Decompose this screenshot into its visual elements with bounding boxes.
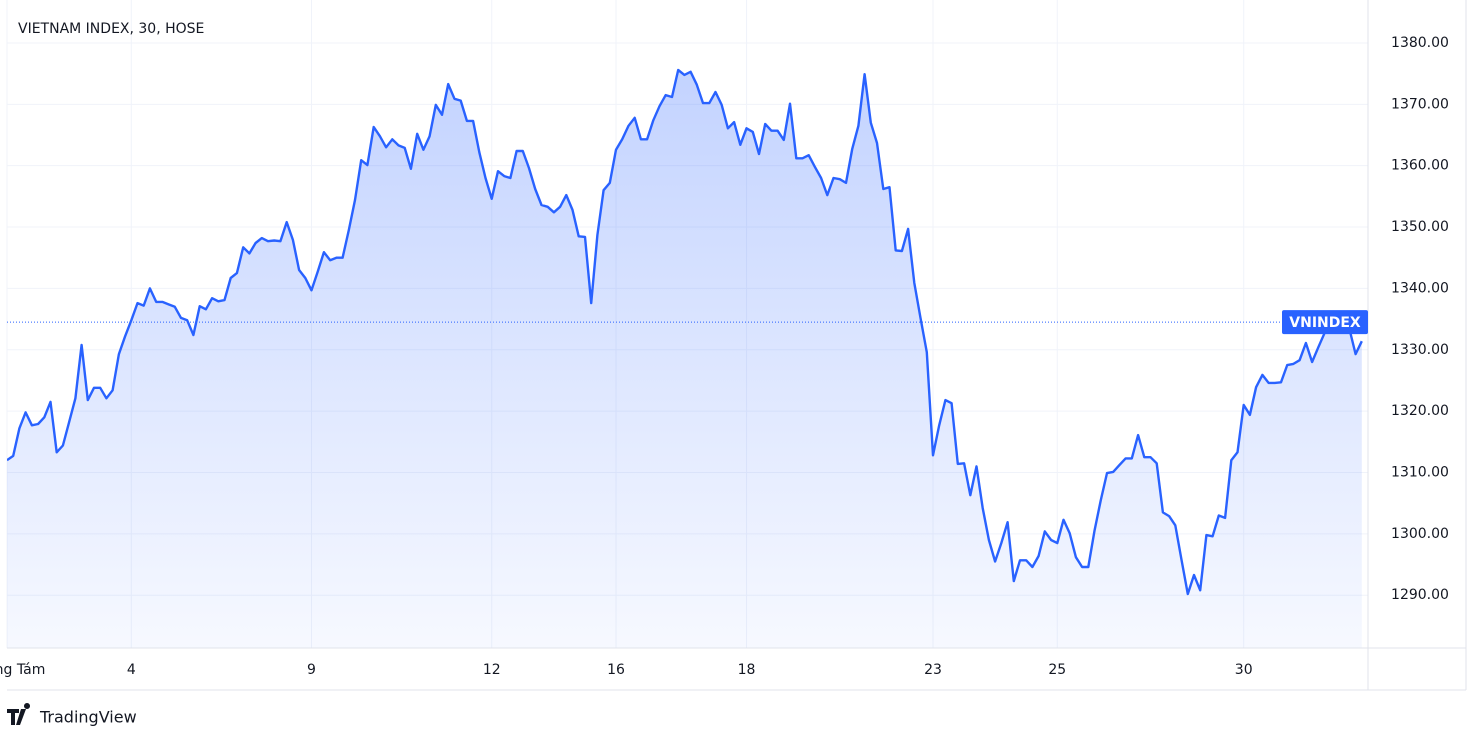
series-label-box [1282,310,1368,335]
y-tick-label: 1340.00 [1391,280,1449,296]
plot [7,68,1363,648]
x-tick-label: 18 [738,662,756,678]
x-tick-label: 4 [127,662,136,678]
logo-mark [7,702,31,725]
series-label: VNINDEX [1289,315,1361,331]
y-tick-label: 1350.00 [1391,219,1449,235]
x-tick-label: 9 [307,662,316,678]
x-tick-label: Tháng Tám [0,662,45,678]
price-line [7,68,1363,596]
x-tick-label: 25 [1048,662,1066,678]
brand-name: TradingView [39,708,137,727]
x-tick-label: 30 [1235,662,1253,678]
y-tick-label: 1380.00 [1391,35,1449,51]
x-tick-label: 23 [924,662,942,678]
y-tick-label: 1360.00 [1391,158,1449,174]
x-tick-label: 16 [607,662,625,678]
y-tick-label: 1300.00 [1391,526,1449,542]
brand-logo: TradingView [7,702,137,727]
axes: 1290.00 1300.00 1310.00 1320.00 1330.00 1340.… [0,35,1449,678]
y-tick-label: 1330.00 [1391,342,1449,358]
x-tick-label: 12 [483,662,501,678]
y-tick-label: 1310.00 [1391,465,1449,481]
chart-title: VIETNAM INDEX, 30, HOSE [18,21,204,37]
y-tick-label: 1290.00 [1391,587,1449,603]
area-fill [7,70,1362,648]
y-tick-label: 1320.00 [1391,403,1449,419]
y-tick-label: 1370.00 [1391,96,1449,112]
